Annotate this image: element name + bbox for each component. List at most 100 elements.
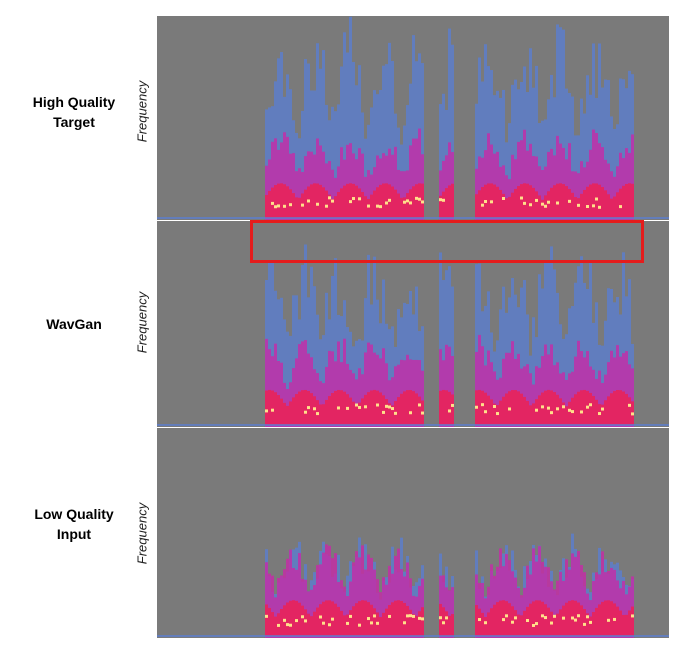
spectrogram-band-high [499,189,502,218]
spectrogram-band-low [550,74,553,220]
spectrogram-band-low [556,24,559,220]
spectrogram-peak [388,198,391,202]
spectrogram-band-high [607,600,610,636]
spectrogram-band-mid [319,381,322,427]
spectrogram-band-mid [439,170,442,220]
spectrogram-band-mid [580,351,583,427]
spectrogram-band-high [265,604,268,636]
spectrogram-band-high [538,195,541,218]
spectrogram-band-high [283,402,286,425]
spectrogram-band-high [529,603,532,636]
spectrogram-band-high [586,186,589,218]
spectrogram-band-high [373,190,376,218]
row-label-line1: Low Quality [34,506,114,522]
row-label-line1: WavGan [46,316,102,332]
spectrogram-band-mid [526,565,529,638]
spectrogram-band-mid [592,581,595,638]
spectrogram-band-high [310,184,313,218]
spectrogram-band-low [313,286,316,427]
spectrogram-band-high [583,609,586,636]
spectrogram-band-high [535,399,538,425]
spectrogram-peak [271,201,274,205]
spectrogram-band-high [391,602,394,636]
spectrogram-band-high [607,396,610,425]
spectrogram-band-mid [268,349,271,427]
spectrogram-band-mid [517,353,520,427]
spectrogram-band-high [418,396,421,425]
spectrogram-band-high [496,186,499,218]
spectrogram-peak [502,196,505,200]
spectrogram-band-mid [622,580,625,638]
spectrogram-band-low [535,65,538,220]
spectrogram-band-high [415,615,418,636]
spectrogram-band-mid [538,546,541,638]
spectrogram-band-mid [268,159,271,220]
spectrogram-peak [601,407,604,411]
spectrogram-band-high [505,601,508,636]
spectrogram-band-high [478,608,481,636]
spectrogram-band-mid [409,578,412,638]
spectrogram-peak [277,623,280,627]
spectrogram-band-high [376,390,379,425]
spectrogram-band-mid [364,352,367,427]
spectrogram-band-high [559,609,562,636]
spectrogram-band-low [280,297,283,427]
spectrogram-band-high [397,397,400,425]
spectrogram-band-high [535,191,538,218]
spectrogram-band-mid [409,145,412,220]
spectrogram-band-low [385,64,388,220]
spectrogram-band-mid [274,138,277,220]
spectrogram-band-high [283,184,286,218]
spectrogram-peak [409,614,412,618]
spectrogram-band-high [550,187,553,218]
spectrogram-band-high [580,193,583,218]
spectrogram-band-high [502,396,505,425]
spectrogram-band-high [568,401,571,425]
spectrogram-band-high [541,392,544,425]
spectrogram-band-mid [385,363,388,427]
spectrogram-peak [514,616,517,620]
spectrogram-band-mid [523,366,526,427]
spectrogram-band-mid [307,151,310,220]
spectrogram-band-low [622,79,625,220]
spectrogram-band-mid [352,562,355,638]
spectrogram-band-high [511,192,514,218]
spectrogram-peak [490,200,493,204]
spectrogram-peak [598,205,601,209]
spectrogram-peak [289,623,292,627]
spectrogram-band-mid [622,353,625,427]
spectrogram-band-mid [412,138,415,220]
spectrogram-band-mid [586,351,589,427]
spectrogram-band-mid [316,565,319,638]
spectrogram-band-high [538,395,541,425]
spectrogram-peak [562,616,565,620]
spectrogram-band-high [610,198,613,218]
spectrogram-band-low [613,128,616,220]
spectrogram-peak [283,618,286,622]
spectrogram-band-mid [376,579,379,638]
spectrogram-peak [403,621,406,625]
spectrogram-band-mid [577,173,580,220]
spectrogram-band-high [403,602,406,636]
highlight-box [250,220,644,263]
spectrogram-band-low [289,335,292,427]
spectrogram-band-high [358,601,361,636]
spectrogram-peak [586,205,589,209]
spectrogram-band-high [289,401,292,425]
spectrogram-band-mid [304,579,307,638]
spectrogram-band-high [625,393,628,425]
spectrogram-band-high [412,614,415,636]
spectrogram-band-high [583,189,586,218]
spectrogram-peak [541,614,544,618]
spectrogram-band-high [478,389,481,425]
spectrogram-peak [511,620,514,624]
spectrogram-band-mid [577,340,580,427]
spectrogram-peak [568,408,571,412]
spectrogram-band-mid [505,175,508,220]
spectrogram-band-high [295,394,298,425]
spectrogram-band-high [286,186,289,218]
spectrogram-peak [286,623,289,627]
spectrogram-band-low [532,317,535,427]
spectrogram-band-high [520,615,523,636]
spectrogram-band-high [574,600,577,636]
